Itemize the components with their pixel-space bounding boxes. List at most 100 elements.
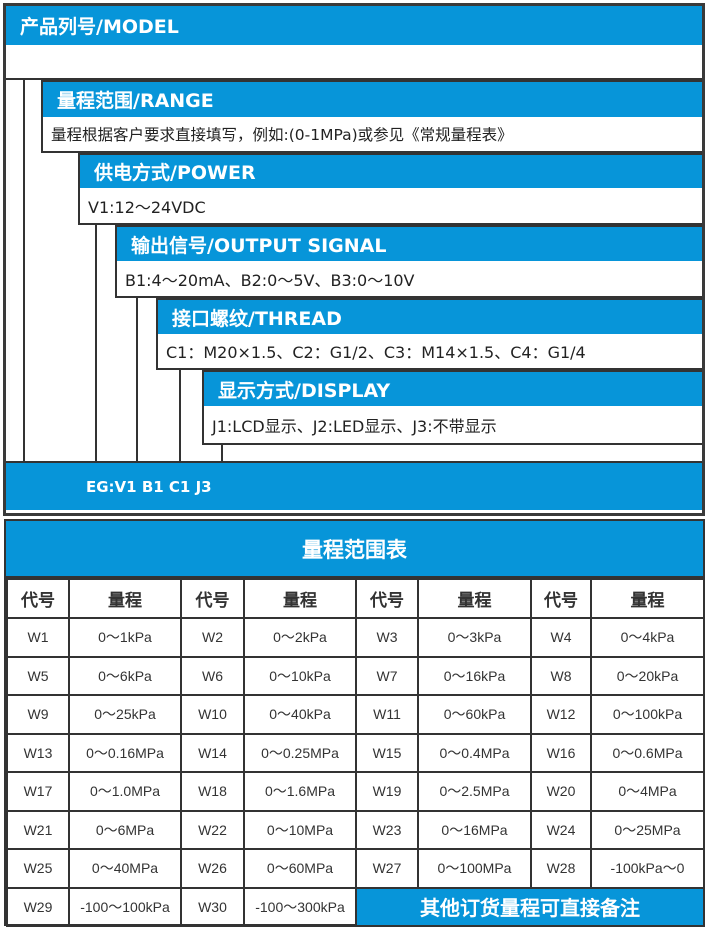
range-cell: 0～40MPa xyxy=(68,848,182,889)
range-cell: 0～40kPa xyxy=(243,694,357,735)
code-cell: W18 xyxy=(180,771,245,812)
range-cell: 0～100kPa xyxy=(590,694,705,735)
code-cell: W4 xyxy=(530,617,592,658)
range-cell: -100～300kPa xyxy=(243,886,357,927)
connector-line xyxy=(95,223,97,464)
code-cell: W25 xyxy=(6,848,70,889)
range-cell: 0～0.25MPa xyxy=(243,732,357,773)
range-cell: 0～6kPa xyxy=(68,655,182,696)
code-cell: W2 xyxy=(180,617,245,658)
range-header: 量程范围/RANGE xyxy=(41,80,702,117)
range-cell: 0～0.4MPa xyxy=(417,732,532,773)
table-row: W29 -100～100kPa W30 -100～300kPa 其他订货量程可直接备注 xyxy=(6,886,705,927)
range-cell: 0～10kPa xyxy=(243,655,357,696)
table-row: W5 0～6kPa W6 0～10kPa W7 0～16kPa W8 0～20kPa xyxy=(6,655,705,696)
code-cell: W16 xyxy=(530,732,592,773)
code-cell: W15 xyxy=(355,732,419,773)
column-header: 量程 xyxy=(68,578,182,619)
range-cell: 0～4kPa xyxy=(590,617,705,658)
connector-line xyxy=(221,443,223,464)
range-cell: 0～60MPa xyxy=(243,848,357,889)
connector-line xyxy=(136,296,138,464)
range-table-title: 量程范围表 xyxy=(6,521,703,578)
thread-text: C1：M20×1.5、C2：G1/2、C3：M14×1.5、C4：G1/4 xyxy=(156,334,702,370)
code-cell: W20 xyxy=(530,771,592,812)
table-row: W21 0～6MPa W22 0～10MPa W23 0～16MPa W24 0～25MPa xyxy=(6,809,705,850)
range-cell: 0～0.16MPa xyxy=(68,732,182,773)
range-cell: -100kPa～0 xyxy=(590,848,705,889)
range-cell: 0～2.5MPa xyxy=(417,771,532,812)
code-cell: W22 xyxy=(180,809,245,850)
table-row: W25 0～40MPa W26 0～60MPa W27 0～100MPa W28 -100kP… xyxy=(6,848,705,889)
output-signal-text: B1:4～20mA、B2:0～5V、B3:0～10V xyxy=(115,261,702,298)
code-cell: W9 xyxy=(6,694,70,735)
connector-line xyxy=(179,368,181,464)
column-header: 量程 xyxy=(417,578,532,619)
code-cell: W28 xyxy=(530,848,592,889)
code-cell: W10 xyxy=(180,694,245,735)
code-cell: W27 xyxy=(355,848,419,889)
code-cell: W11 xyxy=(355,694,419,735)
table-header-row: 代号 量程 代号 量程 代号 量程 代号 量程 xyxy=(6,578,705,619)
range-cell: 0～10MPa xyxy=(243,809,357,850)
code-cell: W30 xyxy=(180,886,245,927)
range-cell: 0～2kPa xyxy=(243,617,357,658)
code-cell: W21 xyxy=(6,809,70,850)
table-row: W9 0～25kPa W10 0～40kPa W11 0～60kPa W12 0～100kPa xyxy=(6,694,705,735)
code-cell: W14 xyxy=(180,732,245,773)
code-cell: W6 xyxy=(180,655,245,696)
range-cell: 0～1.0MPa xyxy=(68,771,182,812)
column-header: 代号 xyxy=(355,578,419,619)
range-cell: 0～6MPa xyxy=(68,809,182,850)
range-cell: 0～0.6MPa xyxy=(590,732,705,773)
display-text: J1:LCD显示、J2:LED显示、J3:不带显示 xyxy=(202,406,702,445)
code-cell: W1 xyxy=(6,617,70,658)
column-header: 代号 xyxy=(530,578,592,619)
power-text: V1:12～24VDC xyxy=(78,188,702,225)
code-cell: W23 xyxy=(355,809,419,850)
code-cell: W3 xyxy=(355,617,419,658)
range-cell: 0～25kPa xyxy=(68,694,182,735)
table-row: W17 0～1.0MPa W18 0～1.6MPa W19 0～2.5MPa W20 0～4M… xyxy=(6,771,705,812)
table-row: W13 0～0.16MPa W14 0～0.25MPa W15 0～0.4MPa W16 0～… xyxy=(6,732,705,773)
range-table: 量程范围表 代号 量程 代号 量程 代号 量程 代号 量程 W1 0～1kPa W2 0～2kPa W3… xyxy=(4,519,705,927)
column-header: 量程 xyxy=(243,578,357,619)
column-header: 代号 xyxy=(180,578,245,619)
range-cell: 0～4MPa xyxy=(590,771,705,812)
range-cell: 0～25MPa xyxy=(590,809,705,850)
range-cell: 0～16kPa xyxy=(417,655,532,696)
range-cell: 0～100MPa xyxy=(417,848,532,889)
power-header: 供电方式/POWER xyxy=(78,153,702,188)
example-code: EG:V1 B1 C1 J3 xyxy=(86,477,212,496)
code-cell: W19 xyxy=(355,771,419,812)
range-cell: -100～100kPa xyxy=(68,886,182,927)
thread-header: 接口螺纹/THREAD xyxy=(156,298,702,334)
example-bar: EG:V1 B1 C1 J3 xyxy=(6,461,702,510)
display-header: 显示方式/DISPLAY xyxy=(202,370,702,406)
range-cell: 0～1.6MPa xyxy=(243,771,357,812)
range-cell: 0～16MPa xyxy=(417,809,532,850)
divider xyxy=(6,78,702,80)
code-cell: W5 xyxy=(6,655,70,696)
connector-line xyxy=(23,78,25,464)
code-cell: W24 xyxy=(530,809,592,850)
model-header: 产品列号/MODEL xyxy=(6,6,702,45)
code-cell: W26 xyxy=(180,848,245,889)
range-text: 量程根据客户要求直接填写，例如:(0-1MPa)或参见《常规量程表》 xyxy=(41,117,702,153)
range-cell: 0～60kPa xyxy=(417,694,532,735)
range-cell: 0～20kPa xyxy=(590,655,705,696)
range-cell: 0～1kPa xyxy=(68,617,182,658)
code-cell: W12 xyxy=(530,694,592,735)
note-cell: 其他订货量程可直接备注 xyxy=(355,886,705,927)
column-header: 代号 xyxy=(6,578,70,619)
code-cell: W29 xyxy=(6,886,70,927)
column-header: 量程 xyxy=(590,578,705,619)
code-cell: W7 xyxy=(355,655,419,696)
range-table-grid: 代号 量程 代号 量程 代号 量程 代号 量程 W1 0～1kPa W2 0～2kPa W3 0～3kPa… xyxy=(6,578,705,927)
model-code-diagram: 产品列号/MODEL 量程范围/RANGE 量程根据客户要求直接填写，例如:(0… xyxy=(3,3,705,516)
code-cell: W13 xyxy=(6,732,70,773)
code-cell: W8 xyxy=(530,655,592,696)
range-cell: 0～3kPa xyxy=(417,617,532,658)
output-signal-header: 输出信号/OUTPUT SIGNAL xyxy=(115,225,702,261)
table-row: W1 0～1kPa W2 0～2kPa W3 0～3kPa W4 0～4kPa xyxy=(6,617,705,658)
